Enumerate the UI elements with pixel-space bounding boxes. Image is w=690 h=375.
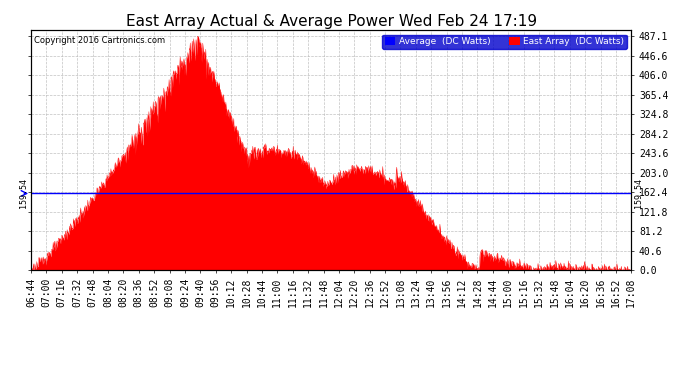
- Text: 159.54: 159.54: [19, 178, 28, 209]
- Title: East Array Actual & Average Power Wed Feb 24 17:19: East Array Actual & Average Power Wed Fe…: [126, 14, 537, 29]
- Legend: Average  (DC Watts), East Array  (DC Watts): Average (DC Watts), East Array (DC Watts…: [382, 34, 627, 49]
- Text: Copyright 2016 Cartronics.com: Copyright 2016 Cartronics.com: [34, 36, 165, 45]
- Text: 159.54: 159.54: [634, 178, 643, 209]
